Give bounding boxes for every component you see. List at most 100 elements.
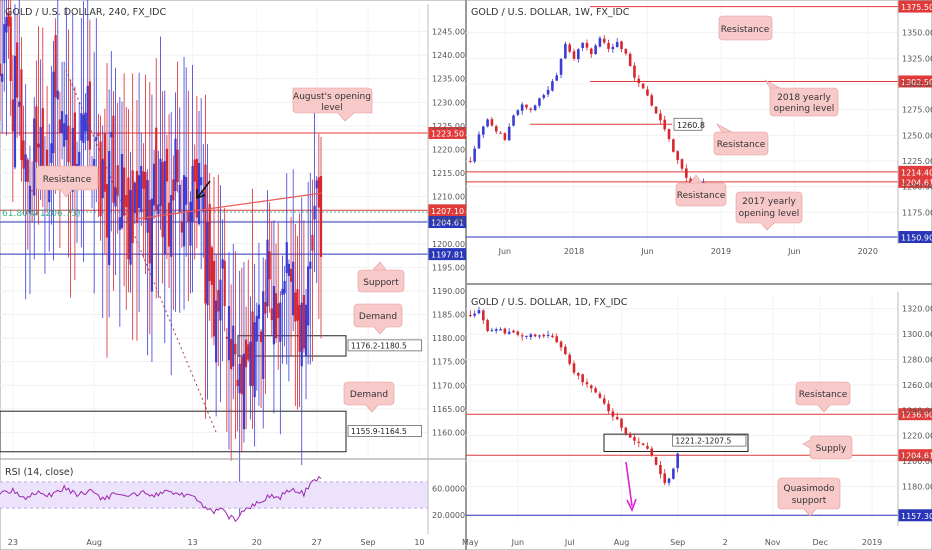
- h4-candle-body: [39, 127, 42, 170]
- d-xtick-label: Jul: [564, 538, 575, 547]
- h4-candle-body: [73, 112, 76, 184]
- h4-candle-body: [176, 149, 179, 183]
- h4-candle-body: [82, 114, 85, 144]
- d-candle-body: [494, 329, 498, 331]
- h4-candle-body: [146, 180, 149, 233]
- weekly-callout-resistance-top: Resistance: [718, 15, 773, 41]
- h4-level-tag-text: 1204.61: [431, 219, 464, 228]
- w-candle-body: [525, 104, 528, 108]
- h4-candle-body: [56, 90, 59, 100]
- h4-candle-body: [26, 159, 29, 182]
- w-level-tag: [898, 75, 932, 88]
- d-candle-body: [659, 464, 662, 475]
- w-candle-body: [546, 89, 550, 95]
- h4-ytick-label: 1185.00: [432, 311, 465, 320]
- d-candle-body: [525, 335, 528, 337]
- d-level-tag: [898, 509, 932, 522]
- w-candle-body: [615, 41, 619, 48]
- d-candle-body: [516, 331, 520, 335]
- h4-candle-body: [272, 286, 276, 345]
- h4-candle-body: [150, 198, 154, 292]
- h4-candle-body: [266, 239, 269, 307]
- h4-candle-body: [152, 163, 156, 206]
- w-level-tag-text: 1260.8: [677, 121, 705, 130]
- h4-candle-body: [232, 325, 235, 367]
- w-ytick-label: 1300.00: [902, 80, 932, 89]
- h4-candle-body: [307, 266, 310, 326]
- h4-candle-body: [262, 291, 265, 379]
- w-candle-body: [633, 65, 636, 78]
- daily-callout-resistance: Resistance: [795, 381, 851, 413]
- h4-zone-label-box: [347, 339, 422, 352]
- rsi-tick-label: 60.0000: [432, 484, 465, 493]
- w-level-tag: [898, 175, 932, 188]
- h4-zone-box: [237, 335, 347, 357]
- h4-candle-body: [129, 190, 132, 265]
- rsi-tick-label: 20.0000: [432, 511, 465, 520]
- h4-candle-body: [31, 190, 34, 192]
- d-candle-body: [637, 441, 641, 443]
- h4-zone-label-box: [347, 425, 422, 437]
- h4-candle-body: [253, 322, 256, 398]
- h4-candle-body: [52, 71, 55, 154]
- h4-candle-body: [245, 339, 248, 368]
- h4-candle-body: [238, 363, 241, 394]
- weekly-callout-2018-yearly: 2018 yearly opening level: [764, 79, 839, 117]
- w-candle-body: [555, 75, 559, 81]
- h4-xtick-label: 13: [188, 538, 198, 547]
- daily-callout-quasimodo-line1: Quasimodo: [784, 484, 835, 494]
- h4-candle-body: [120, 153, 124, 229]
- w-candle-body: [564, 43, 567, 59]
- h4-candle-body: [180, 221, 183, 233]
- daily-chart-pane: 1221.2-1207.5 1236.90 1204.61 1157.30 1320…: [462, 292, 932, 547]
- weekly-time-axis: Jun 2018 Jun 2019 Jun 2020: [498, 247, 878, 256]
- d-candle-body: [559, 341, 563, 348]
- d-level-tag-text: 1157.30: [901, 512, 932, 521]
- d-candle-body: [663, 473, 667, 483]
- h4-candle-body: [131, 170, 134, 243]
- daily-callout-supply-text: Supply: [816, 444, 847, 454]
- w-candle-body: [577, 49, 580, 60]
- h4-candle-body: [223, 260, 226, 307]
- w-candle-body: [637, 78, 641, 84]
- h4-candle-body: [268, 251, 271, 280]
- w-candle-body: [620, 41, 623, 50]
- h4-candle-body: [99, 141, 102, 217]
- h4-candle-body: [217, 289, 220, 312]
- h4-ytick-label: 1215.00: [432, 169, 465, 178]
- h4-candle-body: [16, 42, 19, 98]
- h4-level-tag: [428, 204, 466, 217]
- h4-candle-body: [148, 199, 151, 264]
- h4-zone-label: 1155.9-1164.5: [351, 427, 407, 436]
- w-candle-body: [646, 89, 649, 96]
- d-candle-body: [594, 388, 597, 393]
- h4-title: GOLD / U.S. DOLLAR, 240, FX_IDC: [5, 7, 166, 18]
- w-candle-body: [469, 160, 472, 162]
- d-candle-body: [469, 315, 472, 317]
- d-candle-body: [585, 382, 589, 385]
- daily-pink-arrow-head: [626, 498, 637, 513]
- h4-candle-body: [285, 242, 288, 274]
- h4-candle-body: [289, 268, 293, 282]
- h4-candle-body: [11, 99, 14, 132]
- h4-ytick-label: 1180.00: [432, 334, 465, 343]
- h4-ytick-label: 1230.00: [432, 98, 465, 107]
- d-candle-body: [589, 385, 593, 389]
- weekly-callout-resistance-low-text: Resistance: [677, 191, 726, 201]
- w-candle-body: [499, 132, 502, 134]
- d-candle-body: [650, 448, 654, 456]
- daily-pink-arrow: [625, 461, 633, 507]
- h4-candle-body: [292, 261, 295, 316]
- h4-candle-body: [60, 111, 64, 134]
- h4-candle-body: [58, 119, 62, 134]
- w-candle-body: [650, 95, 654, 106]
- h4-candle-body: [172, 179, 175, 201]
- w-candle-body: [538, 98, 541, 106]
- h4-candle-body: [84, 112, 87, 132]
- h4-candle-body: [0, 63, 2, 77]
- h4-ytick-label: 1190.00: [432, 287, 465, 296]
- h4-level-tag-text: 1207.10: [431, 207, 464, 216]
- daily-callout-quasimodo-line2: support: [792, 496, 827, 506]
- h4-candle-body: [118, 217, 121, 230]
